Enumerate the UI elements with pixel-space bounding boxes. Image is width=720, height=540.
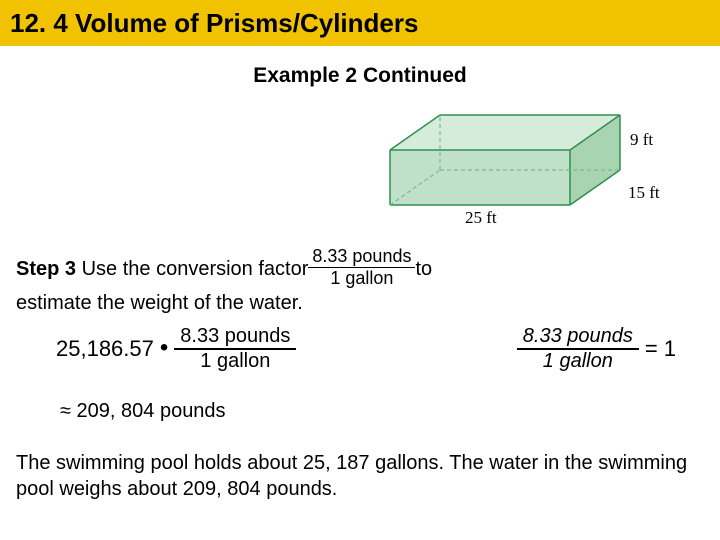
conversion-frac-den: 1 gallon: [308, 268, 415, 289]
calc-rhs-one: 1: [664, 336, 676, 362]
calc-lhs-frac-num: 8.33 pounds: [174, 325, 296, 350]
example-subtitle: Example 2 Continued: [0, 64, 720, 88]
dim-depth-label: 15 ft: [628, 183, 660, 202]
prism-diagram: 9 ft 15 ft 25 ft: [370, 90, 680, 230]
step-3-prefix: Step 3: [16, 258, 76, 280]
calc-lhs-value: 25,186.57: [56, 336, 154, 362]
calc-lhs-frac-den: 1 gallon: [174, 350, 296, 373]
step-3-text-before: Use the conversion factor: [76, 258, 308, 280]
calc-rhs-fraction: 8.33 pounds 1 gallon: [517, 325, 639, 373]
step-3-block: Step 3 Use the conversion factor 8.33 po…: [16, 248, 696, 316]
header-bar: 12. 4 Volume of Prisms/Cylinders: [0, 0, 720, 46]
conclusion-text: The swimming pool holds about 25, 187 ga…: [16, 450, 696, 502]
prism-svg: 9 ft 15 ft 25 ft: [370, 90, 680, 230]
calc-lhs-fraction: 8.33 pounds 1 gallon: [174, 325, 296, 373]
step-3-text-after: to: [415, 256, 432, 282]
calc-rhs-frac-num: 8.33 pounds: [517, 325, 639, 350]
step-3-line-1: Step 3 Use the conversion factor 8.33 po…: [16, 248, 696, 290]
dim-height-label: 9 ft: [630, 130, 653, 149]
conversion-frac-num: 8.33 pounds: [308, 246, 415, 268]
equals-sign: =: [645, 336, 658, 362]
multiply-dot-icon: •: [160, 334, 168, 362]
calc-rhs-frac-den: 1 gallon: [517, 350, 639, 373]
step-3-line-2: estimate the weight of the water.: [16, 290, 696, 316]
dim-length-label: 25 ft: [465, 208, 497, 227]
calc-lhs: 25,186.57 • 8.33 pounds 1 gallon: [56, 325, 296, 373]
calc-rhs: 8.33 pounds 1 gallon = 1: [517, 325, 676, 373]
calculation-row: 25,186.57 • 8.33 pounds 1 gallon 8.33 po…: [16, 325, 696, 373]
page-title: 12. 4 Volume of Prisms/Cylinders: [10, 8, 418, 39]
conversion-fraction: 8.33 pounds 1 gallon: [308, 246, 415, 288]
approx-result: ≈ 209, 804 pounds: [60, 400, 226, 423]
